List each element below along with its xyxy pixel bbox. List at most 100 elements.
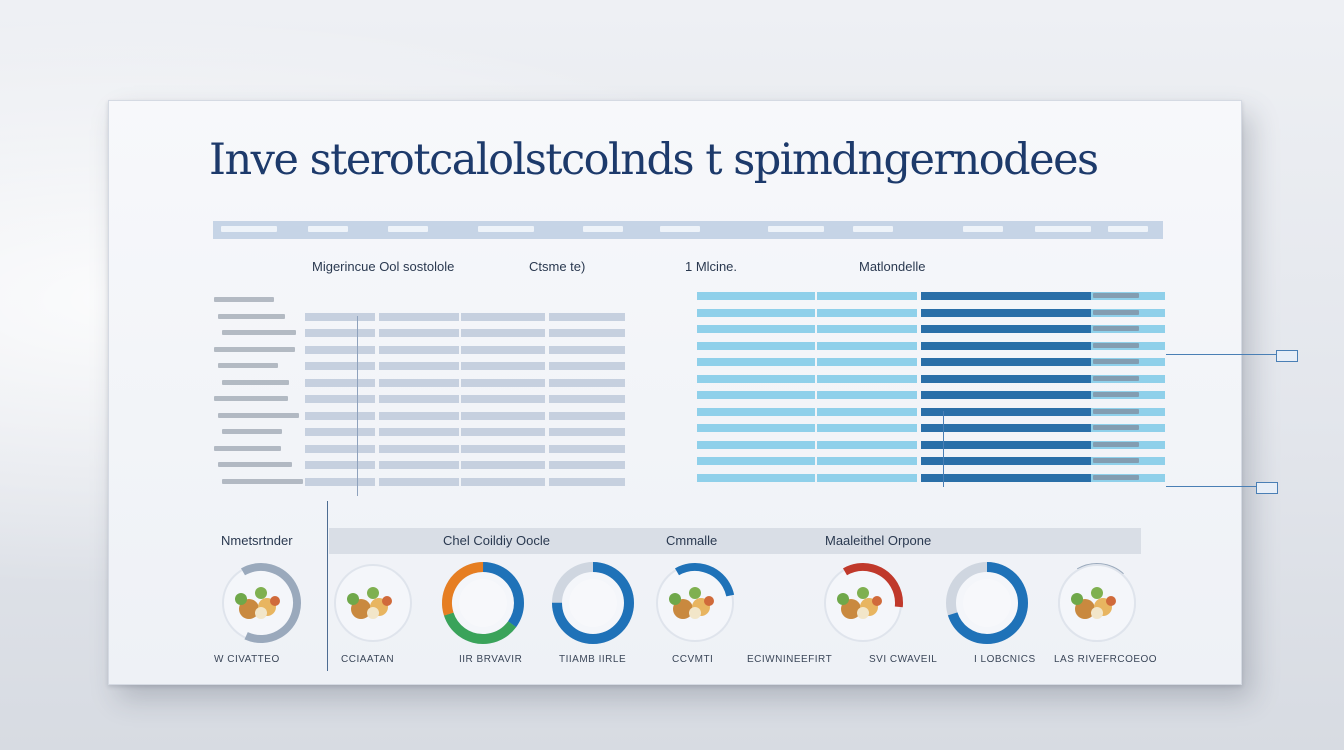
top-header-label [583,226,623,232]
right-row-cell [921,473,1091,482]
left-row-cell [379,428,459,436]
leader-marker-top[interactable] [1276,350,1298,362]
left-row-label [222,478,303,484]
left-row-cell [305,477,375,486]
left-row-cell [305,312,375,321]
right-row-cell [817,457,917,465]
top-header-label [853,226,893,232]
left-row-cell [461,329,545,337]
left-row-cell [305,411,375,420]
top-header-label [1035,226,1091,232]
left-row-cell [379,312,459,321]
item-graphic[interactable] [653,561,737,645]
left-row-cell [549,428,625,436]
top-header-label [660,226,700,232]
bottom-header-mid: Cmmalle [666,533,718,548]
right-row-cell [697,325,815,333]
top-header-label [388,226,428,232]
left-row-cell [379,477,459,486]
right-row-cell [921,374,1091,383]
left-row-label [218,462,292,467]
right-row-cell [817,325,917,333]
right-row-label [1093,441,1139,447]
item-caption: IIR BRVAVIR [459,654,523,665]
top-header-strip [213,221,1163,239]
right-row-cell [921,391,1091,399]
right-table-header: 1 Mlcine. [685,259,738,274]
left-row-label [214,396,288,401]
item-graphic[interactable] [945,561,1029,645]
item-caption: CCVMTI [672,654,714,665]
left-row-label [222,330,296,335]
donut-arc [823,563,903,643]
right-row-cell [697,292,815,300]
left-row-label [214,445,281,451]
right-row-cell [697,308,815,317]
page-title: Inve sterotcalolstcolnds t spimdngernode… [209,135,1099,185]
right-row-cell [697,341,815,350]
item-caption: ECIWNINEEFIRT [747,654,833,665]
item-graphic[interactable] [441,561,525,645]
food-icon [255,587,267,599]
food-icon [1091,587,1103,599]
bottom-header-right: Maaleithel Orpone [825,533,932,548]
leader-marker-bottom[interactable] [1256,482,1278,494]
right-row-cell [817,341,917,350]
left-row-cell [379,444,459,453]
right-row-label [1093,342,1139,348]
left-row-cell [549,411,625,420]
food-icon [382,596,392,606]
left-row-cell [549,345,625,354]
left-row-cell [305,329,375,337]
right-row-label [1093,293,1139,298]
right-row-cell [817,391,917,399]
item-caption: SVI CWAVEIL [869,654,938,665]
item-graphic[interactable] [821,561,905,645]
food-icon [1106,596,1116,606]
left-row-label [222,379,289,385]
item-caption: I LOBCNICS [974,654,1036,665]
left-row-cell [549,312,625,321]
right-row-cell [817,440,917,449]
right-row-cell [697,407,815,416]
left-row-cell [549,461,625,469]
right-row-cell [817,473,917,482]
item-graphic[interactable] [331,561,415,645]
right-row-cell [817,358,917,366]
right-row-cell [817,308,917,317]
right-row-cell [921,308,1091,317]
item-graphic[interactable] [219,561,303,645]
left-row-cell [305,345,375,354]
right-row-cell [817,424,917,432]
food-icon [704,596,714,606]
right-row-label [1093,458,1139,463]
food-icon [347,593,359,605]
right-row-cell [921,407,1091,416]
left-row-label [218,412,299,418]
item-caption: W CIVATTEO [214,654,280,665]
right-table-subheader: Matlondelle [859,259,926,274]
left-row-cell [549,444,625,453]
food-icon [689,587,701,599]
top-header-label [1108,226,1148,232]
bottom-header-center: Chel Coildiy Oocle [443,533,550,548]
left-row-cell [461,461,545,469]
item-graphic[interactable] [551,561,635,645]
left-row-cell [549,477,625,486]
right-row-cell [817,292,917,300]
right-row-label [1093,326,1139,331]
left-table-header: Migerincue Ool sostolole [312,259,455,274]
top-header-label [478,226,534,232]
left-row-cell [305,444,375,453]
right-row-label [1093,408,1139,414]
top-header-label [768,226,824,232]
right-row-cell [921,424,1091,432]
left-row-cell [461,378,545,387]
item-graphic[interactable] [1055,561,1139,645]
right-row-cell [921,292,1091,300]
food-icon [837,593,849,605]
left-row-cell [379,345,459,354]
left-row-cell [461,428,545,436]
left-row-cell [305,395,375,403]
left-row-cell [461,362,545,370]
